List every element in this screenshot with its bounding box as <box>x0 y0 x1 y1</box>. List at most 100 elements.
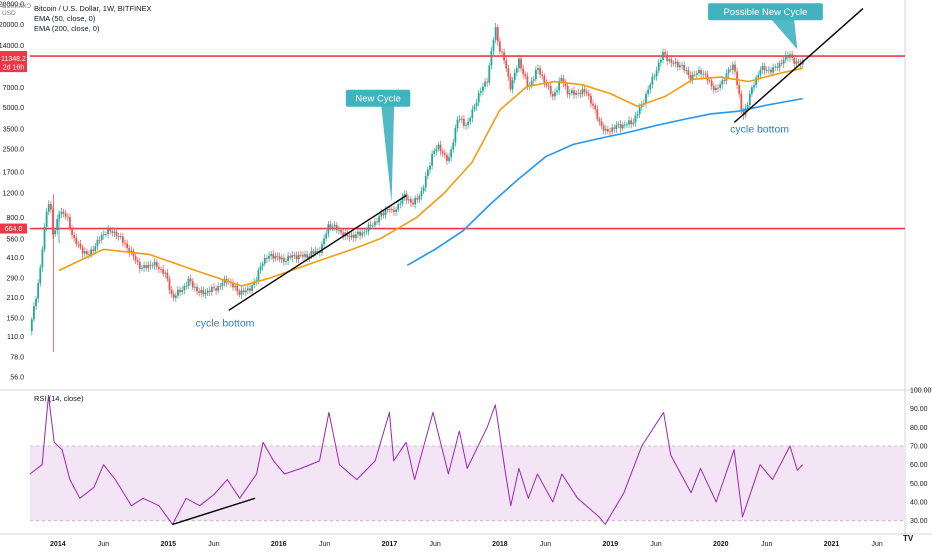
candle-body[interactable] <box>460 118 463 120</box>
candle-body[interactable] <box>323 238 325 245</box>
candle-body[interactable] <box>598 118 601 122</box>
candle-body[interactable] <box>105 234 107 235</box>
candle-body[interactable] <box>134 256 137 261</box>
candle-body[interactable] <box>725 73 728 81</box>
candle-body[interactable] <box>266 257 268 259</box>
candle-body[interactable] <box>740 93 743 111</box>
candle-body[interactable] <box>168 279 171 290</box>
candle-body[interactable] <box>585 91 588 94</box>
candle-body[interactable] <box>43 226 46 250</box>
rsi-trendline[interactable] <box>172 497 256 526</box>
candle-body[interactable] <box>712 86 715 91</box>
candle-body[interactable] <box>797 61 800 63</box>
candle-body[interactable] <box>611 127 614 132</box>
candle-body[interactable] <box>435 148 438 152</box>
candle-body[interactable] <box>420 190 423 197</box>
candle-body[interactable] <box>363 232 366 233</box>
candle-body[interactable] <box>246 288 249 291</box>
candle-body[interactable] <box>691 74 694 80</box>
candle-body[interactable] <box>164 272 167 274</box>
candle-body[interactable] <box>202 289 205 295</box>
candle-body[interactable] <box>543 76 546 84</box>
candle-body[interactable] <box>653 76 656 78</box>
candle-body[interactable] <box>443 153 446 155</box>
candle-body[interactable] <box>378 216 381 223</box>
candle-body[interactable] <box>189 278 192 282</box>
candle-body[interactable] <box>727 69 730 74</box>
trendline[interactable] <box>228 195 407 311</box>
candle-body[interactable] <box>795 61 798 64</box>
candle-body[interactable] <box>208 290 211 293</box>
candle-body[interactable] <box>475 102 478 107</box>
candle-body[interactable] <box>560 78 563 81</box>
candle-body[interactable] <box>729 69 732 71</box>
candle-body[interactable] <box>446 154 448 161</box>
candle-body[interactable] <box>490 50 493 66</box>
candle-body[interactable] <box>746 104 749 109</box>
candle-body[interactable] <box>566 85 569 95</box>
candle-body[interactable] <box>191 281 194 288</box>
candle-body[interactable] <box>179 289 181 293</box>
candle-body[interactable] <box>187 278 190 286</box>
candle-body[interactable] <box>272 253 275 259</box>
candle-body[interactable] <box>390 208 393 210</box>
candle-body[interactable] <box>325 233 328 239</box>
candle-body[interactable] <box>166 272 169 280</box>
candle-body[interactable] <box>155 262 158 267</box>
candle-body[interactable] <box>609 131 611 133</box>
candle-body[interactable] <box>619 124 622 129</box>
candle-body[interactable] <box>100 235 103 241</box>
candle-body[interactable] <box>551 93 554 97</box>
candle-body[interactable] <box>562 78 565 84</box>
candle-body[interactable] <box>657 62 660 71</box>
candle-body[interactable] <box>257 270 260 281</box>
candle-body[interactable] <box>174 295 177 298</box>
candle-body[interactable] <box>367 224 370 232</box>
candle-body[interactable] <box>441 151 444 154</box>
candle-body[interactable] <box>787 54 789 58</box>
candle-body[interactable] <box>465 124 467 126</box>
candle-body[interactable] <box>94 246 97 251</box>
candle-body[interactable] <box>426 169 429 177</box>
candle-body[interactable] <box>136 260 139 262</box>
candle-body[interactable] <box>217 286 220 291</box>
candle-body[interactable] <box>710 80 713 87</box>
candle-body[interactable] <box>49 204 52 210</box>
candle-body[interactable] <box>736 71 738 85</box>
candle-body[interactable] <box>350 234 353 238</box>
candle-body[interactable] <box>380 212 383 217</box>
candle-body[interactable] <box>321 244 323 253</box>
candle-body[interactable] <box>623 124 626 126</box>
candle-body[interactable] <box>672 62 675 64</box>
candle-body[interactable] <box>297 254 300 260</box>
candle-body[interactable] <box>431 153 434 166</box>
candle-body[interactable] <box>403 193 406 197</box>
candle-body[interactable] <box>276 255 279 257</box>
candle-body[interactable] <box>126 243 129 249</box>
candle-body[interactable] <box>314 250 317 254</box>
candle-body[interactable] <box>172 294 175 298</box>
candle-body[interactable] <box>573 90 575 95</box>
candle-body[interactable] <box>751 87 753 94</box>
candle-body[interactable] <box>196 286 198 292</box>
candle-body[interactable] <box>340 230 342 233</box>
candle-body[interactable] <box>450 149 453 158</box>
candle-body[interactable] <box>738 84 741 94</box>
candle-body[interactable] <box>780 62 783 64</box>
candle-body[interactable] <box>600 121 603 126</box>
candle-body[interactable] <box>467 121 470 125</box>
candle-body[interactable] <box>401 196 404 204</box>
candle-body[interactable] <box>602 125 605 131</box>
candle-body[interactable] <box>789 54 791 58</box>
candle-body[interactable] <box>579 92 582 95</box>
candle-body[interactable] <box>157 266 160 270</box>
candle-body[interactable] <box>689 75 692 80</box>
candle-body[interactable] <box>484 81 486 87</box>
candle-body[interactable] <box>501 51 503 53</box>
candle-body[interactable] <box>41 249 44 268</box>
candle-body[interactable] <box>537 68 539 70</box>
candle-body[interactable] <box>109 229 112 232</box>
candle-body[interactable] <box>765 70 768 71</box>
candle-body[interactable] <box>185 285 188 287</box>
